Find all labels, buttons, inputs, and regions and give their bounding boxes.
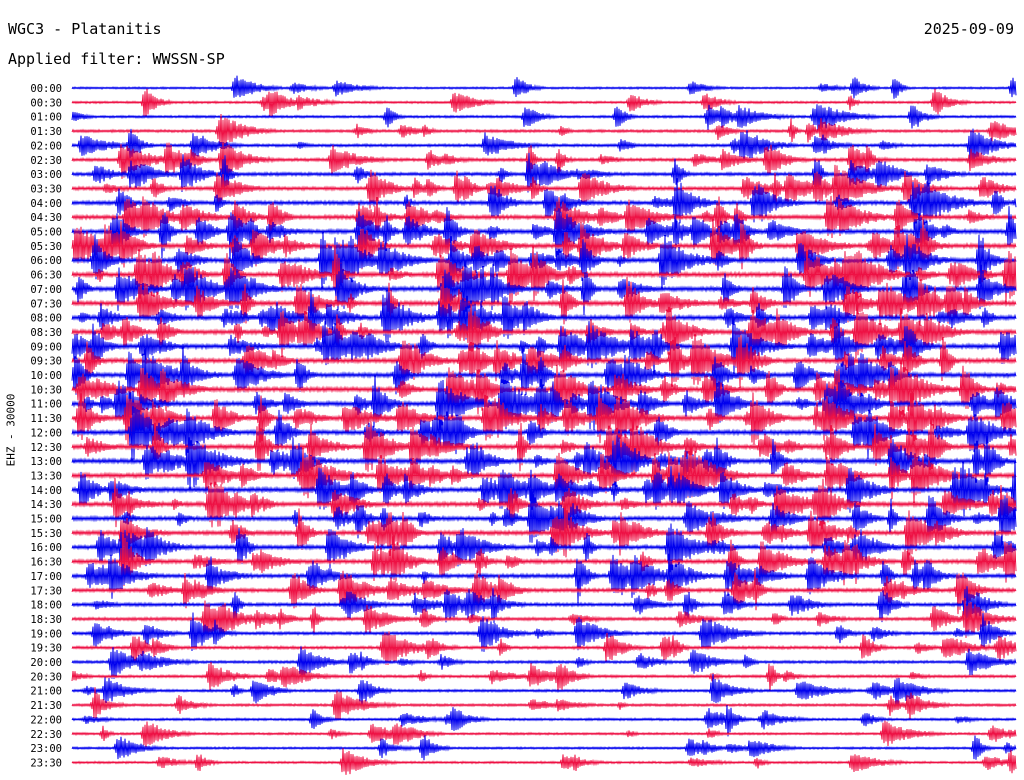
row-time-label: 15:00 — [30, 514, 62, 526]
row-time-label: 06:30 — [30, 270, 62, 282]
row-time-label: 18:00 — [30, 600, 62, 612]
row-time-label: 21:30 — [30, 700, 62, 712]
trace-row — [71, 276, 1017, 327]
trace-row — [71, 406, 1017, 461]
row-time-label: 10:30 — [30, 384, 62, 396]
row-time-label: 17:30 — [30, 585, 62, 597]
trace-row — [71, 113, 1017, 149]
row-time-label: 01:30 — [30, 126, 62, 138]
row-time-label: 09:30 — [30, 356, 62, 368]
row-time-label: 01:00 — [30, 112, 62, 124]
row-time-label: 04:00 — [30, 198, 62, 210]
tick-labels-group: 00:00 00:30 01:00 01:30 02:00 02:30 03:00 03:30… — [30, 83, 62, 769]
row-time-label: 16:30 — [30, 557, 62, 569]
row-time-label: 11:00 — [30, 399, 62, 411]
row-time-label: 05:30 — [30, 241, 62, 253]
trace-row — [71, 612, 1017, 652]
filter-line: Applied filter: WWSSN-SP — [8, 50, 225, 68]
row-time-label: 00:30 — [30, 97, 62, 109]
row-time-label: 15:30 — [30, 528, 62, 540]
trace-row — [71, 435, 1017, 491]
row-time-label: 21:00 — [30, 686, 62, 698]
row-time-label: 13:00 — [30, 456, 62, 468]
trace-row — [71, 597, 1017, 638]
row-time-label: 02:30 — [30, 155, 62, 167]
trace-row — [71, 142, 1017, 179]
trace-row — [71, 88, 1017, 118]
row-time-label: 06:00 — [30, 255, 62, 267]
trace-row — [71, 152, 1017, 196]
filter-value: WWSSN-SP — [152, 50, 225, 68]
trace-row — [71, 489, 1017, 546]
row-time-label: 14:30 — [30, 499, 62, 511]
row-time-label: 07:30 — [30, 298, 62, 310]
date-label: 2025-09-09 — [923, 20, 1014, 38]
row-time-label: 02:00 — [30, 140, 62, 152]
station-title: WGC3 - Platanitis — [8, 20, 162, 38]
trace-row — [71, 206, 1017, 262]
trace-row — [71, 748, 1017, 775]
row-time-label: 18:30 — [30, 614, 62, 626]
row-time-label: 22:30 — [30, 729, 62, 741]
row-time-label: 19:00 — [30, 628, 62, 640]
trace-row — [71, 243, 1017, 304]
trace-row — [71, 178, 1017, 229]
row-time-label: 08:30 — [30, 327, 62, 339]
row-time-label: 23:00 — [30, 743, 62, 755]
row-time-label: 04:30 — [30, 212, 62, 224]
row-time-label: 12:30 — [30, 442, 62, 454]
trace-row — [71, 164, 1017, 211]
trace-row — [71, 261, 1017, 320]
row-time-label: 03:30 — [30, 183, 62, 195]
trace-row — [71, 75, 1017, 99]
trace-row — [71, 446, 1017, 504]
trace-row — [71, 195, 1017, 243]
row-time-label: 20:30 — [30, 671, 62, 683]
row-time-label: 12:00 — [30, 427, 62, 439]
row-time-label: 11:30 — [30, 413, 62, 425]
trace-row — [71, 303, 1017, 359]
trace-row — [71, 458, 1017, 518]
row-time-label: 17:00 — [30, 571, 62, 583]
row-time-label: 19:30 — [30, 643, 62, 655]
filter-label: Applied filter: — [8, 50, 144, 68]
row-time-label: 07:00 — [30, 284, 62, 296]
trace-row — [71, 104, 1017, 131]
trace-row — [71, 317, 1017, 375]
trace-row — [71, 704, 1017, 737]
row-time-label: 16:00 — [30, 542, 62, 554]
row-time-label: 14:00 — [30, 485, 62, 497]
row-time-label: 13:30 — [30, 470, 62, 482]
row-time-label: 09:00 — [30, 341, 62, 353]
row-time-label: 10:00 — [30, 370, 62, 382]
row-time-label: 05:00 — [30, 227, 62, 239]
trace-row — [71, 478, 1017, 530]
row-time-label: 20:00 — [30, 657, 62, 669]
row-time-label: 00:00 — [30, 83, 62, 95]
row-time-label: 03:00 — [30, 169, 62, 181]
row-time-label: 23:30 — [30, 757, 62, 769]
row-time-label: 08:00 — [30, 313, 62, 325]
traces-group — [71, 75, 1017, 775]
trace-row — [71, 415, 1017, 479]
row-time-label: 22:00 — [30, 714, 62, 726]
